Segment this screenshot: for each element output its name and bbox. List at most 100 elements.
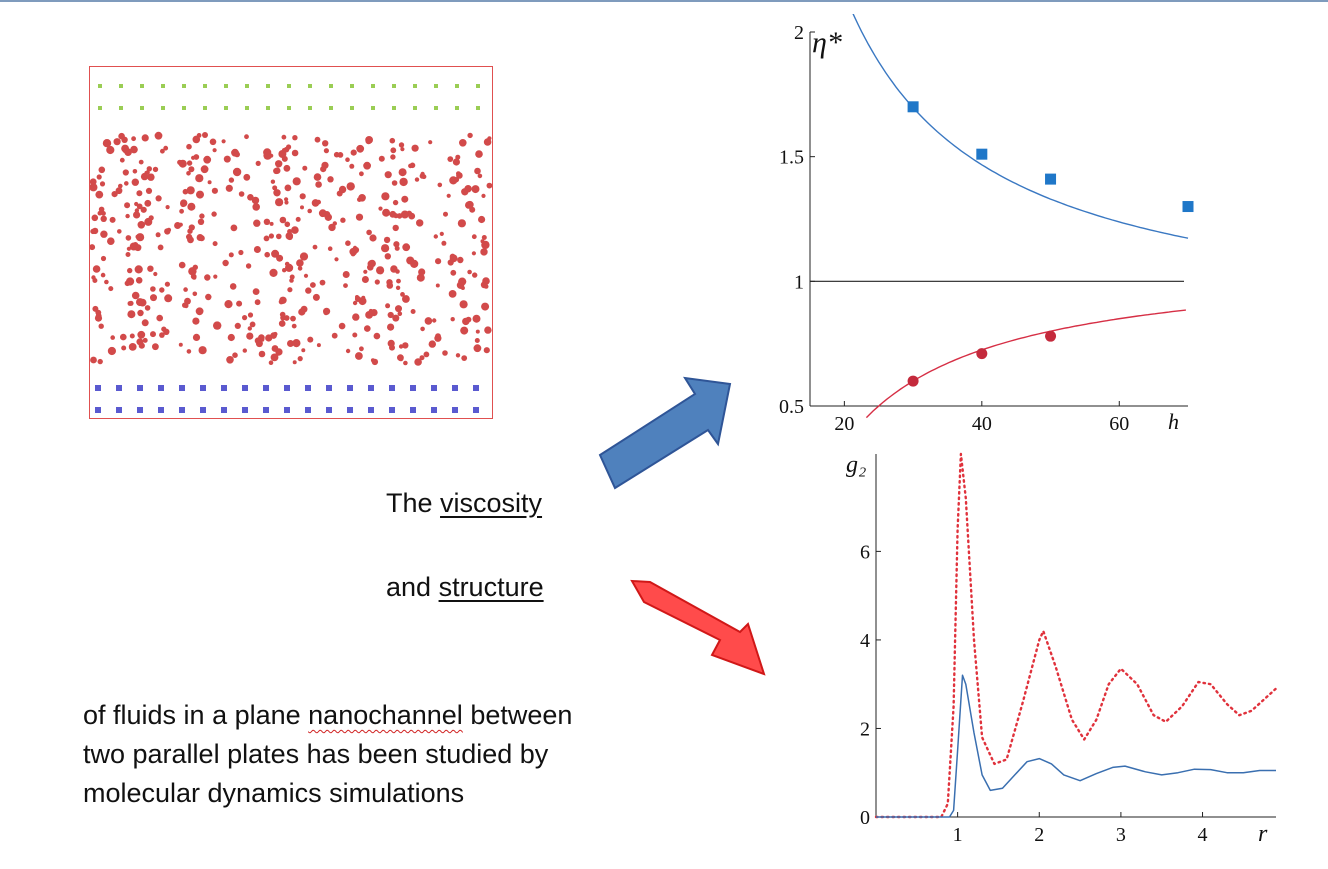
description-paragraph: of fluids in a plane nanochannel between… bbox=[83, 696, 572, 813]
fluid-particle bbox=[186, 160, 193, 166]
fluid-particle bbox=[249, 321, 256, 328]
fluid-particle bbox=[132, 169, 138, 174]
wall-atom-top bbox=[413, 84, 417, 88]
fluid-particle bbox=[284, 200, 289, 205]
viscosity-word: viscosity bbox=[440, 488, 543, 518]
viscosity-point-square bbox=[976, 148, 988, 160]
fluid-particle bbox=[150, 286, 156, 292]
fluid-particle bbox=[391, 180, 398, 186]
fluid-particle bbox=[90, 228, 96, 235]
fluid-particle bbox=[129, 333, 135, 339]
fluid-particle bbox=[392, 199, 399, 206]
fluid-particle bbox=[246, 332, 254, 340]
fluid-particle bbox=[395, 285, 401, 290]
fluid-particle bbox=[221, 139, 226, 144]
fluid-particle bbox=[150, 331, 156, 338]
fluid-particle bbox=[289, 274, 295, 280]
fluid-particle bbox=[382, 208, 391, 217]
fluid-particle bbox=[401, 195, 409, 203]
fluid-particle bbox=[203, 155, 212, 164]
wall-atom-top bbox=[476, 84, 480, 88]
viscosity-point-square bbox=[1182, 201, 1194, 213]
fluid-particle bbox=[244, 134, 249, 140]
fluid-particle bbox=[398, 168, 407, 177]
fluid-particle bbox=[410, 309, 416, 314]
fluid-particle bbox=[484, 326, 492, 334]
fluid-particle bbox=[272, 185, 278, 191]
wall-atom-top bbox=[434, 106, 438, 110]
fluid-particle bbox=[178, 342, 183, 347]
fluid-particle bbox=[456, 172, 463, 179]
nanochannel-word: nanochannel bbox=[308, 700, 463, 730]
wall-atom-bottom bbox=[179, 407, 185, 413]
fluid-particle bbox=[107, 237, 115, 245]
para-line-1: of fluids in a plane nanochannel between bbox=[83, 696, 572, 735]
fluid-particle bbox=[424, 317, 433, 325]
fluid-particle bbox=[253, 246, 261, 253]
fluid-particle bbox=[164, 294, 173, 303]
fluid-particle bbox=[301, 348, 306, 353]
fluid-particle bbox=[439, 231, 444, 236]
fluid-particle bbox=[449, 254, 458, 263]
fluid-particle bbox=[254, 299, 261, 306]
fluid-particle bbox=[345, 240, 351, 246]
fluid-particle bbox=[122, 169, 129, 176]
fluid-particle bbox=[279, 216, 287, 224]
g2-y-tick-label: 0 bbox=[860, 807, 870, 829]
fluid-particle bbox=[258, 350, 266, 358]
fluid-particle bbox=[400, 147, 405, 152]
wall-atom-bottom bbox=[200, 407, 206, 413]
fluid-particle bbox=[263, 235, 270, 242]
fluid-particle bbox=[287, 229, 293, 234]
wall-atom-top bbox=[119, 84, 123, 88]
fluid-particle bbox=[299, 252, 309, 261]
fluid-particle bbox=[211, 187, 218, 194]
fluid-particle bbox=[138, 159, 144, 165]
fluid-particle bbox=[108, 286, 114, 292]
fluid-particle bbox=[313, 173, 322, 181]
fluid-particle bbox=[97, 210, 103, 216]
fluid-particle bbox=[160, 148, 165, 154]
fluid-particle bbox=[387, 323, 395, 331]
fluid-particle bbox=[332, 221, 337, 226]
fluid-particle bbox=[284, 221, 291, 228]
wall-atom-bottom bbox=[389, 407, 395, 413]
fluid-particle bbox=[124, 202, 131, 209]
fluid-particle bbox=[255, 160, 261, 166]
fluid-particle bbox=[323, 148, 329, 154]
fluid-particle bbox=[127, 310, 136, 319]
fluid-particle bbox=[140, 206, 147, 213]
fluid-particle bbox=[292, 135, 298, 141]
fluid-particle bbox=[297, 266, 303, 271]
fluid-particle bbox=[284, 197, 289, 202]
wall-atom-bottom bbox=[284, 407, 290, 413]
fluid-particle bbox=[165, 205, 170, 210]
wall-atom-bottom bbox=[200, 385, 206, 391]
wall-atom-top bbox=[203, 106, 207, 110]
fluid-particle bbox=[349, 163, 355, 169]
fluid-particle bbox=[225, 184, 233, 192]
fluid-particle bbox=[352, 313, 360, 321]
fluid-particle bbox=[232, 167, 242, 177]
fluid-particle bbox=[392, 224, 399, 232]
fluid-particle bbox=[228, 252, 234, 258]
fluid-particle bbox=[263, 218, 271, 225]
fluid-particle bbox=[456, 281, 465, 289]
fluid-particle bbox=[421, 174, 427, 180]
fluid-particle bbox=[285, 263, 294, 272]
fluid-particle bbox=[298, 308, 306, 316]
fluid-particle bbox=[278, 320, 286, 327]
fluid-particle bbox=[282, 268, 287, 273]
fluid-particle bbox=[331, 332, 338, 339]
viscosity-ylabel: η* bbox=[812, 26, 842, 59]
fluid-particle bbox=[323, 309, 329, 316]
fluid-particle bbox=[223, 155, 231, 163]
fluid-particle bbox=[102, 139, 112, 148]
fluid-particle bbox=[363, 269, 368, 274]
fluid-particle bbox=[247, 312, 254, 318]
fluid-particle bbox=[435, 283, 440, 288]
fluid-particle bbox=[363, 161, 371, 170]
fluid-particle bbox=[97, 358, 103, 365]
fluid-particle bbox=[128, 343, 137, 351]
fluid-particle bbox=[275, 350, 282, 356]
